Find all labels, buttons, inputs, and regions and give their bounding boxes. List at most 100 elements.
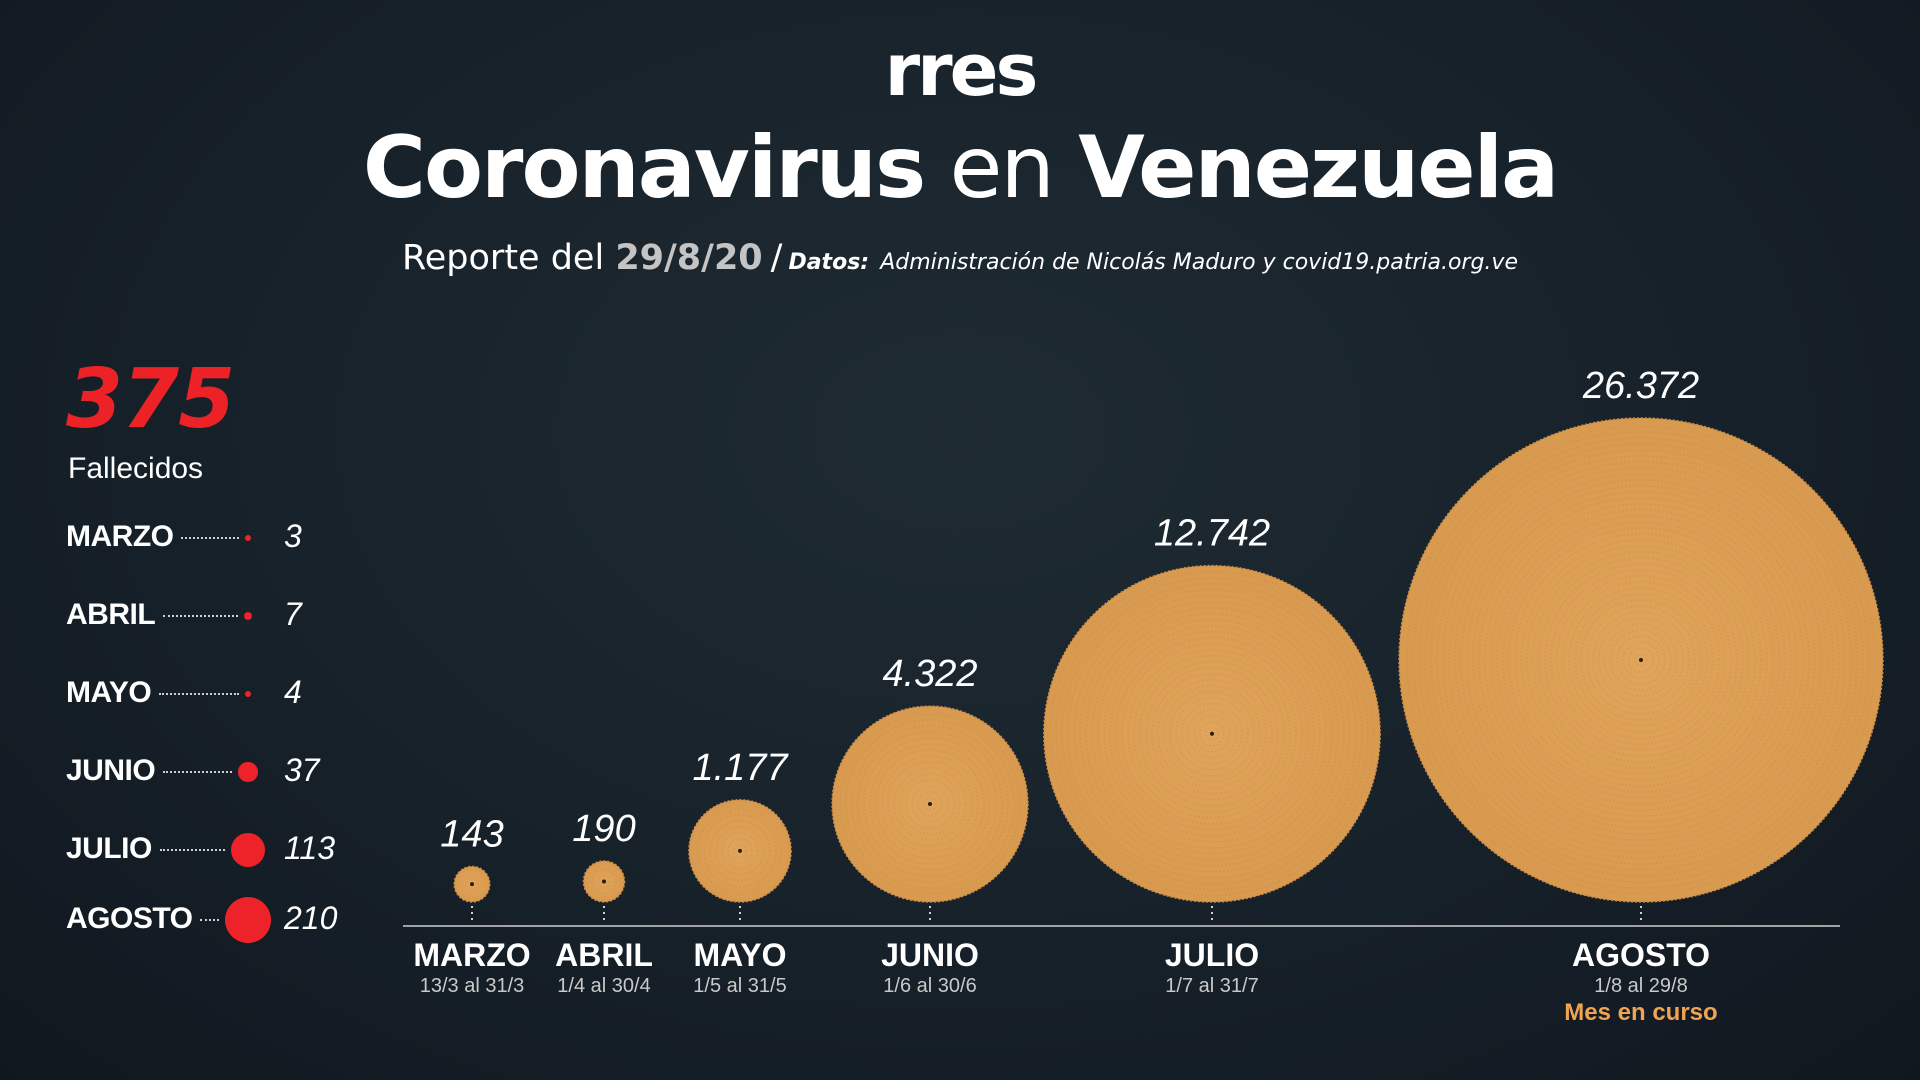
bubble-texture-ring: [911, 785, 949, 823]
bubble-texture-ring: [1418, 437, 1864, 883]
category-label-junio: JUNIO: [881, 937, 979, 973]
deaths-total: 375: [66, 352, 235, 447]
deaths-row-abril: ABRIL 7: [66, 590, 366, 640]
bubble-value-label: 1.177: [692, 747, 789, 789]
bubble-texture-ring: [1163, 685, 1261, 783]
bubble-texture-ring: [1175, 697, 1249, 771]
bubble-texture-ring: [1508, 527, 1774, 793]
deaths-leader-line: [181, 537, 239, 539]
bubble-texture-ring: [721, 832, 759, 870]
bubble-texture-ring: [869, 743, 991, 865]
bubble-texture-ring: [1628, 647, 1654, 673]
bubble-center: [602, 879, 606, 884]
bubble-texture-ring: [1622, 641, 1660, 679]
deaths-month-label: JUNIO: [66, 754, 156, 787]
bubble-texture-ring: [1460, 479, 1822, 841]
bubble-texture-ring: [1103, 625, 1321, 843]
bubble-texture-ring: [1193, 715, 1231, 753]
bubble-center: [738, 848, 742, 853]
title-part-1: Coronavirus: [362, 118, 926, 218]
bubble-texture-ring: [1448, 467, 1834, 853]
bubble-texture-ring: [1151, 673, 1273, 795]
bubble-texture-ring: [703, 814, 777, 888]
bubble-texture-ring: [1586, 605, 1696, 715]
bubble-texture-ring: [1634, 653, 1648, 667]
bubble-texture-ring: [1145, 667, 1279, 801]
category-label-julio: JULIO: [1165, 937, 1259, 973]
deaths-leader-line: [163, 771, 233, 773]
deaths-row-junio: JUNIO 37: [66, 746, 366, 796]
bubble-texture-ring: [893, 767, 967, 841]
bubble-texture-ring: [697, 808, 783, 894]
bubble-texture-ring: [923, 797, 937, 811]
bubble-texture-ring: [1472, 491, 1810, 829]
bubble-texture-ring: [905, 779, 955, 829]
bubble-texture-ring: [1079, 601, 1345, 867]
bubble-texture-ring: [1526, 545, 1756, 775]
deaths-month-label: ABRIL: [66, 598, 156, 631]
bubble-texture-ring: [1133, 655, 1291, 813]
bubble-texture-ring: [887, 761, 973, 847]
bubble-texture-ring: [1490, 509, 1792, 811]
bubble-texture-ring: [1532, 551, 1750, 769]
bubble-texture-ring: [1091, 613, 1333, 855]
bubble-texture-ring: [1502, 521, 1780, 799]
bubble-texture-ring: [1544, 563, 1738, 757]
date-range-label: 1/4 al 30/4: [557, 975, 650, 997]
bubble-texture-ring: [899, 773, 961, 835]
deaths-row-mayo: MAYO 4: [66, 668, 366, 718]
deaths-dot: [243, 611, 253, 621]
deaths-row-agosto: AGOSTO 210: [66, 894, 366, 944]
bubble-texture-ring: [591, 868, 617, 894]
deaths-row-marzo: MARZO 3: [66, 512, 366, 562]
date-range-label: 1/7 al 31/7: [1165, 975, 1258, 997]
bubble-center: [1210, 731, 1214, 736]
report-prefix: Reporte del: [402, 238, 605, 278]
bubble-texture-ring: [727, 838, 753, 864]
bubble-texture-ring: [845, 719, 1015, 889]
bubble-texture-ring: [1121, 643, 1303, 825]
date-range-label: 1/6 al 30/6: [883, 975, 976, 997]
deaths-dot: [231, 833, 265, 867]
bubble-texture-ring: [1406, 425, 1876, 895]
bubble-texture-ring: [1205, 727, 1219, 741]
deaths-dot: [225, 897, 271, 943]
bubble-texture-ring: [1181, 703, 1243, 765]
bubble-texture-ring: [1169, 691, 1255, 777]
bubble-texture-ring: [1073, 595, 1351, 873]
bubble-texture-ring: [1538, 557, 1744, 763]
bubble-texture-ring: [1061, 583, 1363, 885]
subtitle-separator: /: [770, 238, 783, 278]
bubble-texture-ring: [1514, 533, 1768, 787]
bubble-texture-ring: [1157, 679, 1267, 789]
bubble-texture-ring: [1139, 661, 1285, 807]
deaths-label: Fallecidos: [68, 452, 204, 485]
bubble-texture-ring: [1199, 721, 1225, 747]
bubble-texture-ring: [1442, 461, 1840, 859]
bubble-texture-ring: [1610, 629, 1672, 691]
deaths-month-label: JULIO: [66, 832, 152, 865]
category-label-agosto: AGOSTO: [1572, 937, 1710, 973]
bubble-texture-ring: [1604, 623, 1678, 697]
bubble-texture-ring: [1430, 449, 1852, 871]
bubble-texture-ring: [1484, 503, 1798, 817]
bubble-value-label: 143: [440, 813, 503, 855]
current-month-note: Mes en curso: [1564, 999, 1717, 1026]
bubble-texture-ring: [733, 844, 747, 858]
bubble-texture-ring: [1115, 637, 1309, 831]
bubble-texture-ring: [1424, 443, 1858, 877]
deaths-value: 4: [284, 674, 302, 710]
bubble-texture-ring: [1520, 539, 1762, 781]
deaths-dot: [238, 762, 258, 782]
bubble-texture-ring: [1598, 617, 1684, 703]
date-range-label: 1/8 al 29/8: [1594, 975, 1687, 997]
brand-logo: rres: [884, 28, 1039, 112]
date-range-label: 1/5 al 31/5: [693, 975, 786, 997]
bubble-texture-ring: [709, 820, 771, 882]
bubble-texture-ring: [1592, 611, 1690, 709]
deaths-dot: [245, 535, 251, 541]
deaths-leader-line: [159, 693, 239, 695]
date-range-label: 13/3 al 31/3: [420, 975, 525, 997]
bubble-value-label: 12.742: [1154, 513, 1270, 555]
